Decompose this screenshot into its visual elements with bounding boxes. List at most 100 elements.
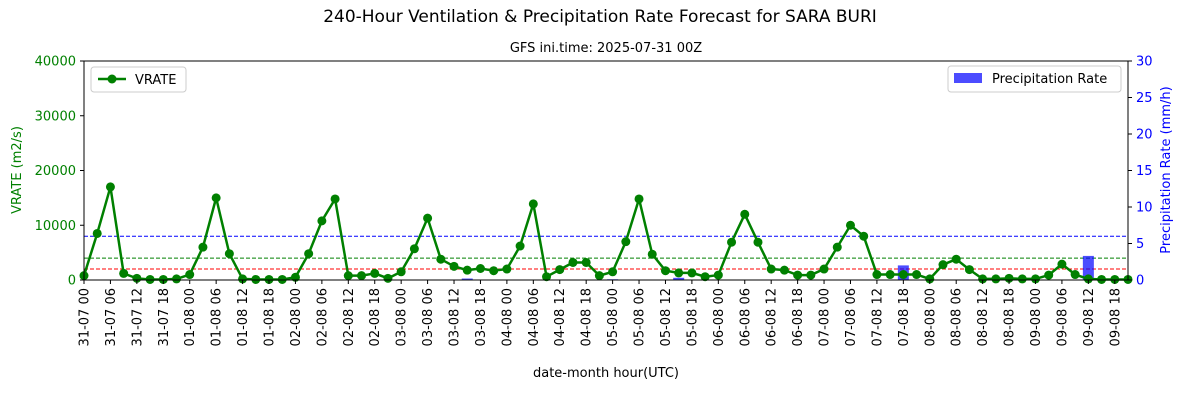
vrate-point [343, 271, 353, 281]
y-right-tick-label: 0 [1136, 274, 1144, 289]
vrate-point [608, 267, 618, 277]
y-axis-left-label: VRATE (m2/s) [10, 126, 25, 214]
vrate-point [277, 274, 287, 284]
x-tick-label: 02-08 12 [342, 288, 357, 346]
x-tick-label: 03-08 18 [474, 288, 489, 346]
vrate-point [647, 249, 657, 259]
y-right-tick-label: 10 [1136, 201, 1153, 216]
vrate-point [740, 209, 750, 219]
x-tick-label: 07-08 18 [897, 288, 912, 346]
x-tick-label: 07-08 12 [870, 288, 885, 346]
vrate-point [370, 268, 380, 278]
legend-vrate: VRATE [90, 66, 187, 93]
x-tick-label: 08-08 06 [950, 288, 965, 346]
y-left-tick-label: 0 [68, 274, 76, 289]
y-right-tick-label: 25 [1136, 91, 1153, 106]
x-tick-label: 06-08 06 [738, 288, 753, 346]
x-tick-label: 04-08 06 [527, 288, 542, 346]
x-tick-label: 01-08 00 [183, 288, 198, 346]
x-tick-label: 05-08 06 [633, 288, 648, 346]
x-tick-label: 01-08 06 [210, 288, 225, 346]
x-tick-label: 04-08 00 [500, 288, 515, 346]
vrate-point [581, 257, 591, 267]
vrate-point [396, 267, 406, 277]
vrate-point [978, 274, 988, 284]
vrate-point [211, 193, 221, 203]
x-tick-label: 02-08 06 [315, 288, 330, 346]
vrate-point [357, 271, 367, 281]
x-tick-label: 06-08 18 [791, 288, 806, 346]
x-tick-label: 04-08 18 [580, 288, 595, 346]
vrate-point [925, 274, 935, 284]
x-tick-label: 02-08 18 [368, 288, 383, 346]
vrate-point [449, 261, 459, 271]
vrate-point [475, 264, 485, 274]
x-tick-label: 01-08 18 [263, 288, 278, 346]
x-tick-label: 05-08 18 [685, 288, 700, 346]
vrate-point [687, 268, 697, 278]
vrate-point [1083, 274, 1093, 284]
x-tick-label: 05-08 12 [659, 288, 674, 346]
chart-title: 240-Hour Ventilation & Precipitation Rat… [323, 7, 877, 27]
y-left-tick-label: 30000 [35, 109, 76, 124]
vrate-point [172, 274, 182, 284]
vrate-point [991, 274, 1001, 284]
vrate-point [885, 270, 895, 280]
vrate-point [423, 213, 433, 223]
vrate-point [845, 220, 855, 230]
x-tick-label: 03-08 00 [395, 288, 410, 346]
vrate-point [1017, 274, 1027, 284]
vrate-point [793, 270, 803, 280]
vrate-point [753, 237, 763, 247]
x-tick-label: 31-07 12 [130, 288, 145, 346]
vrate-point [964, 265, 974, 275]
vrate-point [264, 274, 274, 284]
vrate-point [238, 274, 248, 284]
y-right-tick-label: 15 [1136, 164, 1153, 179]
vrate-point [383, 273, 393, 283]
vrate-point [872, 270, 882, 280]
vrate-point [251, 274, 261, 284]
x-axis-label: date-month hour(UTC) [533, 366, 679, 381]
y-right-tick-label: 5 [1136, 237, 1144, 252]
vrate-point [462, 265, 472, 275]
y-right-tick-label: 20 [1136, 128, 1153, 143]
vrate-point [132, 273, 142, 283]
vrate-point [621, 237, 631, 247]
precip-bar [673, 277, 685, 280]
y-left-tick-label: 20000 [35, 164, 76, 179]
vrate-point [145, 274, 155, 284]
plot-area [84, 61, 1128, 280]
x-tick-label: 31-07 06 [104, 288, 119, 346]
vrate-point [105, 182, 115, 192]
legend-precipitation: Precipitation Rate [947, 65, 1122, 93]
vrate-point [119, 268, 129, 278]
vrate-point [92, 228, 102, 238]
vrate-point [528, 199, 538, 209]
vrate-point [700, 272, 710, 282]
x-tick-label: 08-08 00 [923, 288, 938, 346]
x-tick-label: 09-08 06 [1055, 288, 1070, 346]
x-tick-label: 03-08 12 [448, 288, 463, 346]
x-tick-label: 31-07 00 [78, 288, 93, 346]
x-tick-label: 01-08 12 [236, 288, 251, 346]
vrate-point [1057, 259, 1067, 269]
precip-bar [1082, 255, 1094, 280]
legend-vrate-label: VRATE [135, 73, 176, 88]
x-tick-label: 09-08 12 [1082, 288, 1097, 346]
vrate-point [502, 264, 512, 274]
vrate-point [409, 244, 419, 254]
vrate-point [330, 194, 340, 204]
vrate-point [660, 266, 670, 276]
vrate-point [938, 260, 948, 270]
vrate-point [1030, 274, 1040, 284]
vrate-point [898, 270, 908, 280]
vrate-point [317, 216, 327, 226]
x-tick-label: 07-08 00 [818, 288, 833, 346]
x-tick-label: 31-07 18 [157, 288, 172, 346]
vrate-point [912, 270, 922, 280]
x-tick-label: 07-08 06 [844, 288, 859, 346]
vrate-point [819, 264, 829, 274]
vrate-point [1097, 274, 1107, 284]
